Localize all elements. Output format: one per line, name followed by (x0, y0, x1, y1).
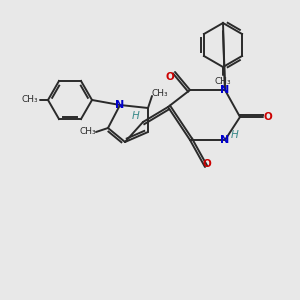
Text: N: N (220, 135, 230, 145)
Text: N: N (116, 100, 124, 110)
Text: CH₃: CH₃ (80, 128, 96, 136)
Text: CH₃: CH₃ (215, 76, 231, 85)
Text: H: H (132, 111, 140, 121)
Text: H: H (231, 130, 239, 140)
Text: CH₃: CH₃ (152, 88, 168, 98)
Text: O: O (166, 72, 174, 82)
Text: N: N (220, 85, 230, 95)
Text: CH₃: CH₃ (22, 95, 38, 104)
Text: O: O (264, 112, 272, 122)
Text: O: O (202, 159, 211, 169)
